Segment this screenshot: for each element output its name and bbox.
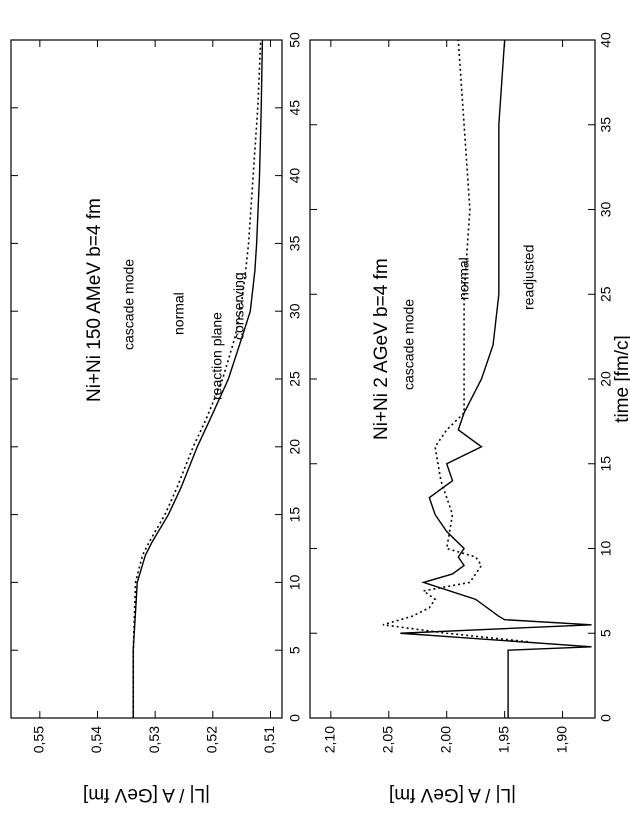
y-tick-label: 1,90	[553, 726, 569, 753]
x-tick-label: 50	[287, 32, 303, 48]
y-tick-label: 2,05	[379, 726, 395, 753]
x-tick-label: 15	[287, 507, 303, 523]
x-tick-label: 30	[598, 202, 614, 218]
x-tick-label: 20	[598, 371, 614, 387]
x-tick-label: 0	[287, 714, 303, 722]
x-tick-label: 35	[287, 235, 303, 251]
x-tick-label: 20	[287, 439, 303, 455]
x-tick-label: 40	[598, 32, 614, 48]
x-tick-label: 5	[287, 646, 303, 654]
annotation: conserving	[231, 272, 247, 340]
x-tick-label: 10	[598, 541, 614, 557]
rotated-figure: 051015202530354045500,510,520,530,540,55…	[10, 32, 630, 805]
y-tick-label: 0,53	[146, 726, 162, 753]
data-line	[132, 40, 262, 718]
x-tick-label: 35	[598, 117, 614, 133]
y-axis-label: |L| / A [GeV fm]	[389, 784, 516, 805]
y-tick-label: 2,10	[322, 726, 338, 753]
y-axis-label: |L| / A [GeV fm]	[83, 784, 210, 805]
annotation: normal	[171, 292, 187, 335]
x-tick-label: 15	[598, 456, 614, 472]
data-line	[132, 40, 264, 718]
data-line	[382, 40, 528, 643]
y-tick-label: 0,54	[88, 726, 104, 753]
y-tick-label: 0,55	[31, 726, 47, 753]
x-tick-label: 0	[598, 714, 614, 722]
panel: 0 5 10 15 20 25 30 35 40 1,90 1,95 2,00 2,05 2,10 |L| …	[309, 32, 630, 805]
annotation: normal	[456, 257, 472, 300]
x-tick-label: 40	[287, 168, 303, 184]
annotation: Ni+Ni 2 AGeV b=4 fm	[371, 258, 392, 440]
panel: 0 5 10 15 20 25 30 35 40 45 50 0,51 0,52 0,53 0,54 0,55…	[10, 32, 303, 805]
annotation: Ni+Ni 150 AMeV b=4 fm	[84, 198, 105, 402]
plot-frame	[309, 39, 596, 719]
x-tick-label: 45	[287, 100, 303, 116]
x-tick-label: 25	[287, 371, 303, 387]
y-tick-label: 1,95	[495, 726, 511, 753]
x-tick-label: 5	[598, 629, 614, 637]
plot-frame	[10, 39, 283, 719]
y-tick-label: 0,51	[261, 726, 277, 753]
x-axis-label: time [fm/c]	[612, 335, 630, 423]
y-tick-label: 2,00	[437, 726, 453, 753]
annotation: cascade mode	[121, 259, 137, 350]
y-tick-label: 0,52	[204, 726, 220, 753]
annotation: reaction plane	[209, 312, 225, 400]
x-tick-label: 25	[598, 286, 614, 302]
annotation: cascade mode	[401, 299, 417, 390]
x-tick-label: 10	[287, 574, 303, 590]
x-tick-label: 30	[287, 303, 303, 319]
annotation: readjusted	[521, 245, 537, 310]
data-line	[400, 40, 592, 718]
